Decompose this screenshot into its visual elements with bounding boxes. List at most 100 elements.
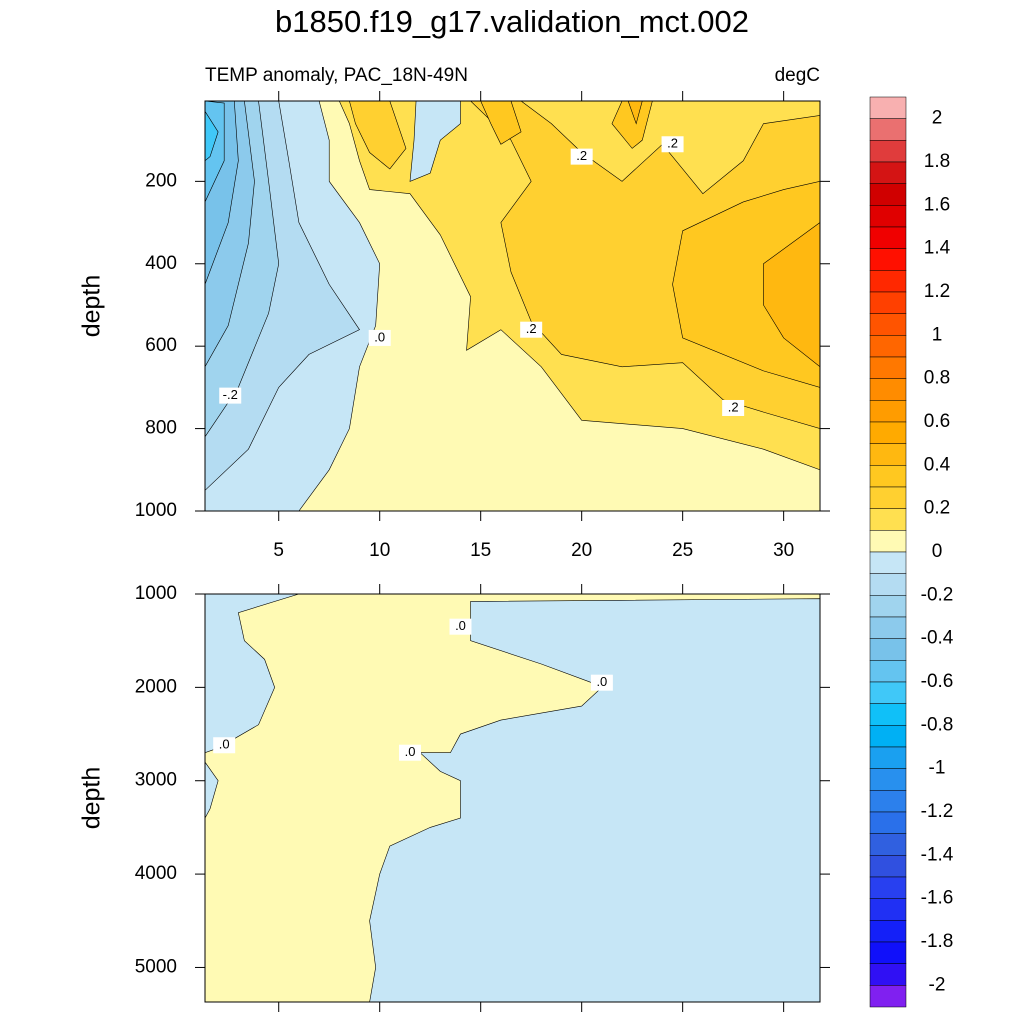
y-tick-label: 1000 (135, 500, 177, 521)
colorbar-box (869, 790, 907, 813)
plot-frame (204, 100, 821, 512)
y-axis-label: depth (78, 275, 106, 338)
colorbar-box (869, 140, 907, 163)
colorbar-label: 0.4 (924, 454, 951, 475)
contour-label: .0 (455, 618, 466, 633)
colorbar-box (869, 833, 907, 856)
colorbar-label: 0.8 (924, 368, 950, 389)
contour-region (480, 101, 522, 145)
colorbar-box (869, 855, 907, 878)
colorbar-box (869, 183, 907, 206)
colorbar-box (869, 898, 907, 921)
y-tick-label: 600 (145, 335, 177, 356)
y-tick-label: 5000 (135, 956, 177, 977)
contour-label-box (520, 321, 543, 338)
colorbar-box (869, 226, 907, 249)
contour-region (369, 598, 820, 1002)
colorbar-box (869, 638, 907, 661)
colorbar-box (869, 313, 907, 336)
colorbar-label: -0.2 (921, 584, 954, 605)
contour-label: .2 (576, 148, 587, 163)
x-tick-label: 20 (571, 540, 592, 561)
contour-label-box (722, 399, 745, 416)
x-tick-label: 15 (470, 540, 491, 561)
chart-title: b1850.f19_g17.validation_mct.002 (275, 4, 749, 39)
y-tick-label: 1000 (135, 583, 177, 604)
colorbar-box (869, 573, 907, 596)
contour-region (205, 594, 300, 754)
colorbar-box (869, 335, 907, 358)
contour-label-box (399, 744, 421, 761)
contour-label: .2 (728, 399, 739, 414)
y-tick-label: 200 (145, 170, 177, 191)
colorbar-label: -1.6 (921, 888, 954, 909)
contour-region (627, 101, 643, 125)
plot-area: .2 .2 -.2 .0 .2 .2 (205, 101, 820, 511)
colorbar-box (869, 963, 907, 986)
colorbar-label: 1.6 (924, 194, 950, 215)
colorbar-box (869, 876, 907, 899)
colorbar-label: 1.4 (924, 238, 951, 259)
colorbar-box (869, 205, 907, 228)
colorbar-box (869, 270, 907, 293)
colorbar-box (869, 465, 907, 488)
contour-region (205, 110, 219, 162)
contour-label-box (219, 387, 242, 404)
contour-label-box (590, 674, 613, 691)
units: degC (775, 65, 820, 86)
colorbar-label: -0.6 (921, 671, 954, 692)
colorbar-box (869, 248, 907, 271)
contour-label-box (661, 136, 684, 153)
colorbar-box (869, 941, 907, 964)
subtitle: TEMP anomaly, PAC_18N-49N (205, 65, 468, 86)
contour-label: .2 (526, 321, 537, 336)
contour-region (409, 101, 461, 182)
x-tick-label: 5 (273, 540, 284, 561)
colorbar-box (869, 920, 907, 943)
colorbar-box (869, 681, 907, 704)
colorbar-box (869, 746, 907, 769)
colorbar-label: -1.8 (921, 931, 954, 952)
contour-region (349, 101, 407, 170)
x-tick-label: 25 (672, 540, 693, 561)
colorbar-label: 0.2 (924, 498, 950, 519)
colorbar-label: 0.6 (924, 411, 950, 432)
contour-label: .0 (374, 329, 385, 344)
colorbar-box (869, 985, 907, 1008)
colorbar-label: 2 (932, 108, 943, 129)
contour-label: .0 (219, 737, 230, 752)
contour-label: .0 (596, 674, 607, 689)
colorbar-label: -0.8 (921, 714, 954, 735)
x-tick-label: 10 (369, 540, 390, 561)
y-tick-label: 4000 (135, 863, 177, 884)
contour-label: -.2 (223, 387, 238, 402)
contour-label: .2 (667, 136, 678, 151)
contour-label-box (449, 618, 472, 635)
colorbar-box (869, 551, 907, 574)
colorbar-box (869, 356, 907, 379)
y-tick-label: 3000 (135, 770, 177, 791)
contour-region (205, 761, 219, 819)
colorbar-box (869, 725, 907, 748)
colorbar-box (869, 768, 907, 791)
colorbar-box (869, 660, 907, 683)
plot-area: .0 .0 .0 .0 (205, 594, 820, 1002)
colorbar-box (869, 421, 907, 444)
colorbar-label: 1.2 (924, 281, 950, 302)
colorbar-label: -2 (929, 974, 946, 995)
colorbar-box (869, 161, 907, 184)
colorbar-label: 0 (932, 541, 943, 562)
colorbar-label: -1.4 (921, 844, 954, 865)
colorbar-box (869, 378, 907, 401)
plot-frame (204, 593, 821, 1003)
colorbar-box (869, 443, 907, 466)
colorbar-box (869, 530, 907, 553)
y-axis-label: depth (78, 767, 106, 830)
colorbar-box (869, 616, 907, 639)
colorbar-label: -1 (929, 758, 946, 779)
colorbar-box (869, 400, 907, 423)
colorbar-box (869, 703, 907, 726)
y-tick-label: 800 (145, 418, 177, 439)
contour-region (611, 101, 653, 149)
